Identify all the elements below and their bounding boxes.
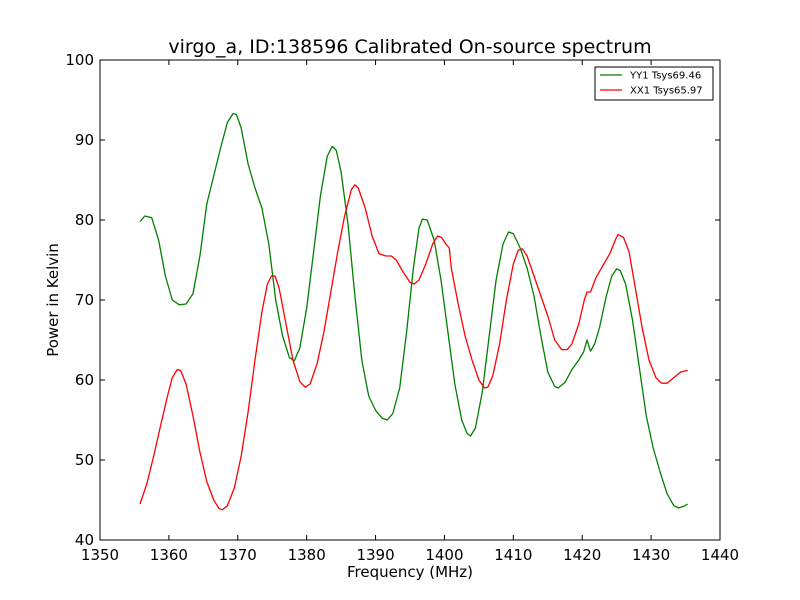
series-line-1 <box>139 112 688 509</box>
x-tick-label: 1410 <box>494 546 532 564</box>
x-tick-label: 1370 <box>219 546 257 564</box>
plot-area <box>99 59 721 541</box>
y-tick-label: 90 <box>75 131 94 149</box>
x-tick-label: 1390 <box>356 546 394 564</box>
y-tick-label: 40 <box>75 531 94 549</box>
y-tick-label: 70 <box>75 291 94 309</box>
y-tick-label: 80 <box>75 211 94 229</box>
legend-box <box>594 66 714 101</box>
series-line-2 <box>139 184 688 511</box>
y-axis: 40 50 60 70 80 90 100 <box>65 51 720 549</box>
x-tick-label: 1430 <box>632 546 670 564</box>
x-tick-label: 1350 <box>81 546 119 564</box>
legend-label: XX1 Tsys65.97 <box>630 86 703 97</box>
y-tick-label: 60 <box>75 371 94 389</box>
x-tick-label: 1400 <box>425 546 463 564</box>
x-axis-label: Frequency (MHz) <box>347 563 473 581</box>
x-tick-label: 1440 <box>701 546 739 564</box>
y-axis-label: Power in Kelvin <box>44 243 62 357</box>
x-tick-label: 1420 <box>563 546 601 564</box>
legend: YY1 Tsys69.46 XX1 Tsys65.97 <box>594 66 714 101</box>
y-tick-label: 50 <box>75 451 94 469</box>
legend-label: YY1 Tsys69.46 <box>629 71 701 82</box>
y-tick-label: 100 <box>65 51 94 69</box>
x-tick-label: 1360 <box>150 546 188 564</box>
x-tick-label: 1380 <box>288 546 326 564</box>
chart-title: virgo_a, ID:138596 Calibrated On-source … <box>168 36 651 58</box>
x-axis: 1350 1360 1370 1380 1390 1400 1410 1420 1430 1440 <box>81 60 739 564</box>
